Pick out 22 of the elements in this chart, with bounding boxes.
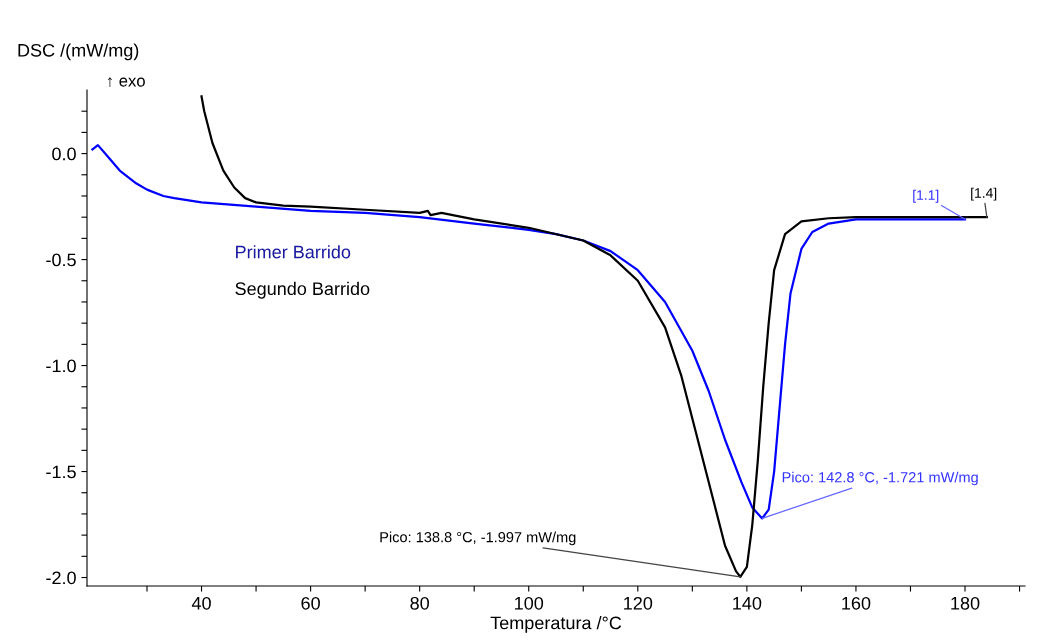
annotation: [1.4] [971,187,997,201]
annotation: Pico: 142.8 °C, -1.721 mW/mg [782,471,978,486]
x-tick-label: 180 [951,596,980,610]
y-axis-title: DSC /(mW/mg) [18,43,139,61]
x-tick-label: 120 [624,596,653,610]
y-tick-label: 0.0 [52,147,76,161]
x-tick-label: 40 [191,596,211,610]
y-tick-label: -0.5 [46,253,76,267]
x-tick-label: 140 [733,596,762,610]
annotation: Pico: 138.8 °C, -1.997 mW/mg [380,531,576,546]
y-tick-label: -1.5 [46,465,76,479]
y-tick-label: -1.0 [46,359,76,373]
text: Segundo Barrido [235,281,370,299]
y-tick-label: -2.0 [46,571,76,585]
x-axis-title: Temperatura /°C [490,616,622,633]
x-tick-label: 100 [515,596,544,610]
x-tick-label: 60 [301,596,320,610]
annotation: [1.1] [913,189,939,203]
series-label: Primer Barrido [236,245,351,259]
x-tick-label: 80 [410,596,429,610]
x-tick-label: 160 [842,596,871,610]
text: ↑ exo [107,77,145,88]
